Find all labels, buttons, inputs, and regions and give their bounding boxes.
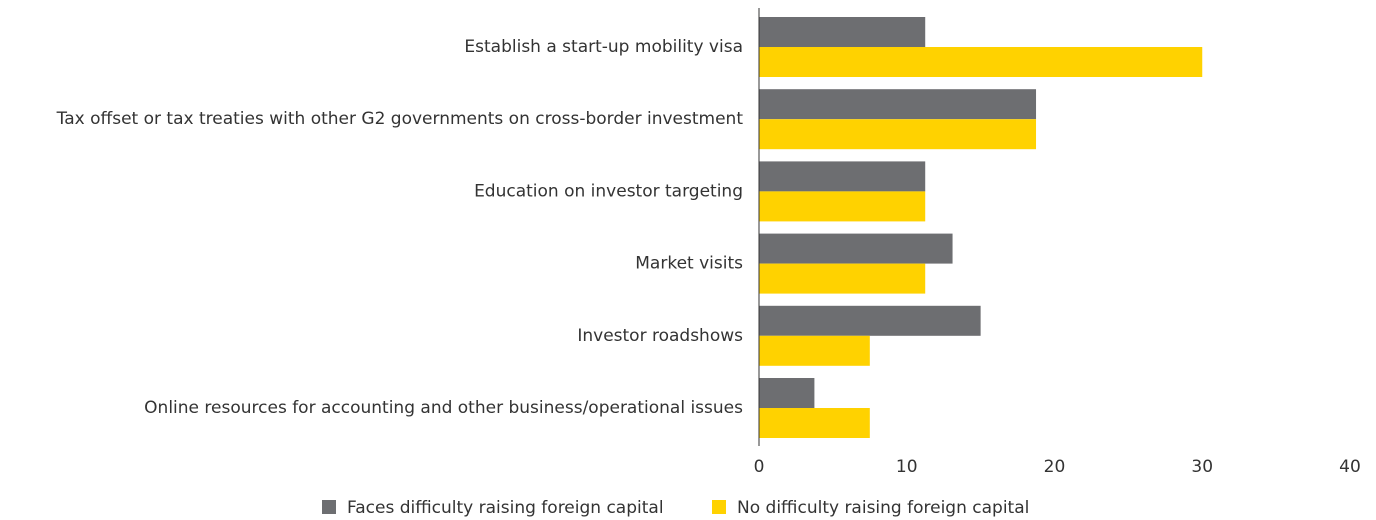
bar (759, 191, 926, 222)
bar (759, 89, 1037, 120)
category-label: Tax offset or tax treaties with other G2… (56, 109, 744, 129)
legend-swatch (322, 500, 336, 514)
bar (759, 408, 870, 438)
bar (759, 17, 926, 47)
bar (759, 161, 926, 192)
category-label: Online resources for accounting and othe… (144, 398, 743, 418)
legend-swatch (712, 500, 726, 514)
bar (759, 233, 953, 264)
bar (759, 335, 870, 366)
x-tick-label: 30 (1191, 457, 1213, 477)
x-tick-label: 40 (1339, 457, 1361, 477)
x-tick-label: 0 (754, 457, 765, 477)
category-label: Establish a start-up mobility visa (464, 37, 743, 57)
bar (759, 305, 981, 336)
x-tick-label: 10 (896, 457, 918, 477)
legend-label: Faces difficulty raising foreign capital (347, 498, 664, 518)
category-label: Education on investor targeting (474, 181, 743, 201)
bar (759, 119, 1037, 150)
bar (759, 47, 1203, 77)
category-label: Investor roadshows (577, 326, 743, 346)
category-label: Market visits (635, 254, 743, 274)
x-tick-label: 20 (1044, 457, 1066, 477)
legend-label: No difficulty raising foreign capital (737, 498, 1029, 518)
bar (759, 378, 815, 408)
bar (759, 263, 926, 294)
